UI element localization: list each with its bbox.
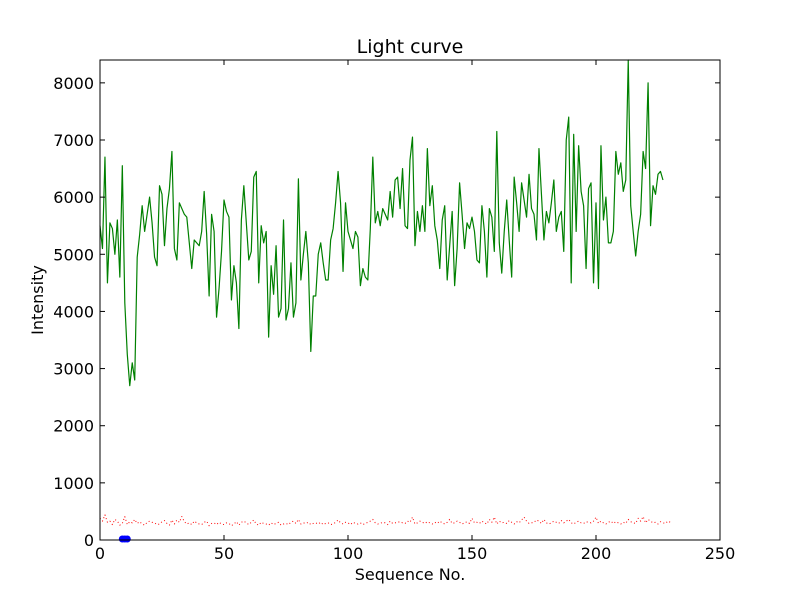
y-tick-label: 4000: [53, 302, 94, 321]
plot-frame: [99, 59, 721, 541]
ticks-layer: 0 50 100 150 200 250 0 1000 2000 3000 4000 5000 6000…: [53, 60, 735, 563]
x-tick-label: 150: [457, 544, 488, 563]
y-tick-label: 2000: [53, 417, 94, 436]
y-tick-label: 3000: [53, 360, 94, 379]
y-axis-label: Intensity: [28, 265, 47, 335]
x-tick-label: 0: [95, 544, 105, 563]
x-tick-label: 250: [705, 544, 736, 563]
series-0-line: [99, 59, 664, 387]
y-tick-label: 7000: [53, 131, 94, 150]
chart-title: Light curve: [357, 36, 464, 58]
x-axis-label: Sequence No.: [355, 565, 466, 584]
y-tick-label: 0: [84, 531, 94, 550]
y-tick-label: 1000: [53, 474, 94, 493]
series-2-point: [123, 535, 131, 543]
plot-layer: [99, 59, 671, 543]
x-tick-label: 200: [581, 544, 612, 563]
series-1-line: [99, 514, 671, 527]
x-tick-label: 50: [214, 544, 234, 563]
y-tick-label: 6000: [53, 188, 94, 207]
x-tick-label: 100: [333, 544, 364, 563]
y-tick-label: 8000: [53, 74, 94, 93]
y-tick-label: 5000: [53, 245, 94, 264]
